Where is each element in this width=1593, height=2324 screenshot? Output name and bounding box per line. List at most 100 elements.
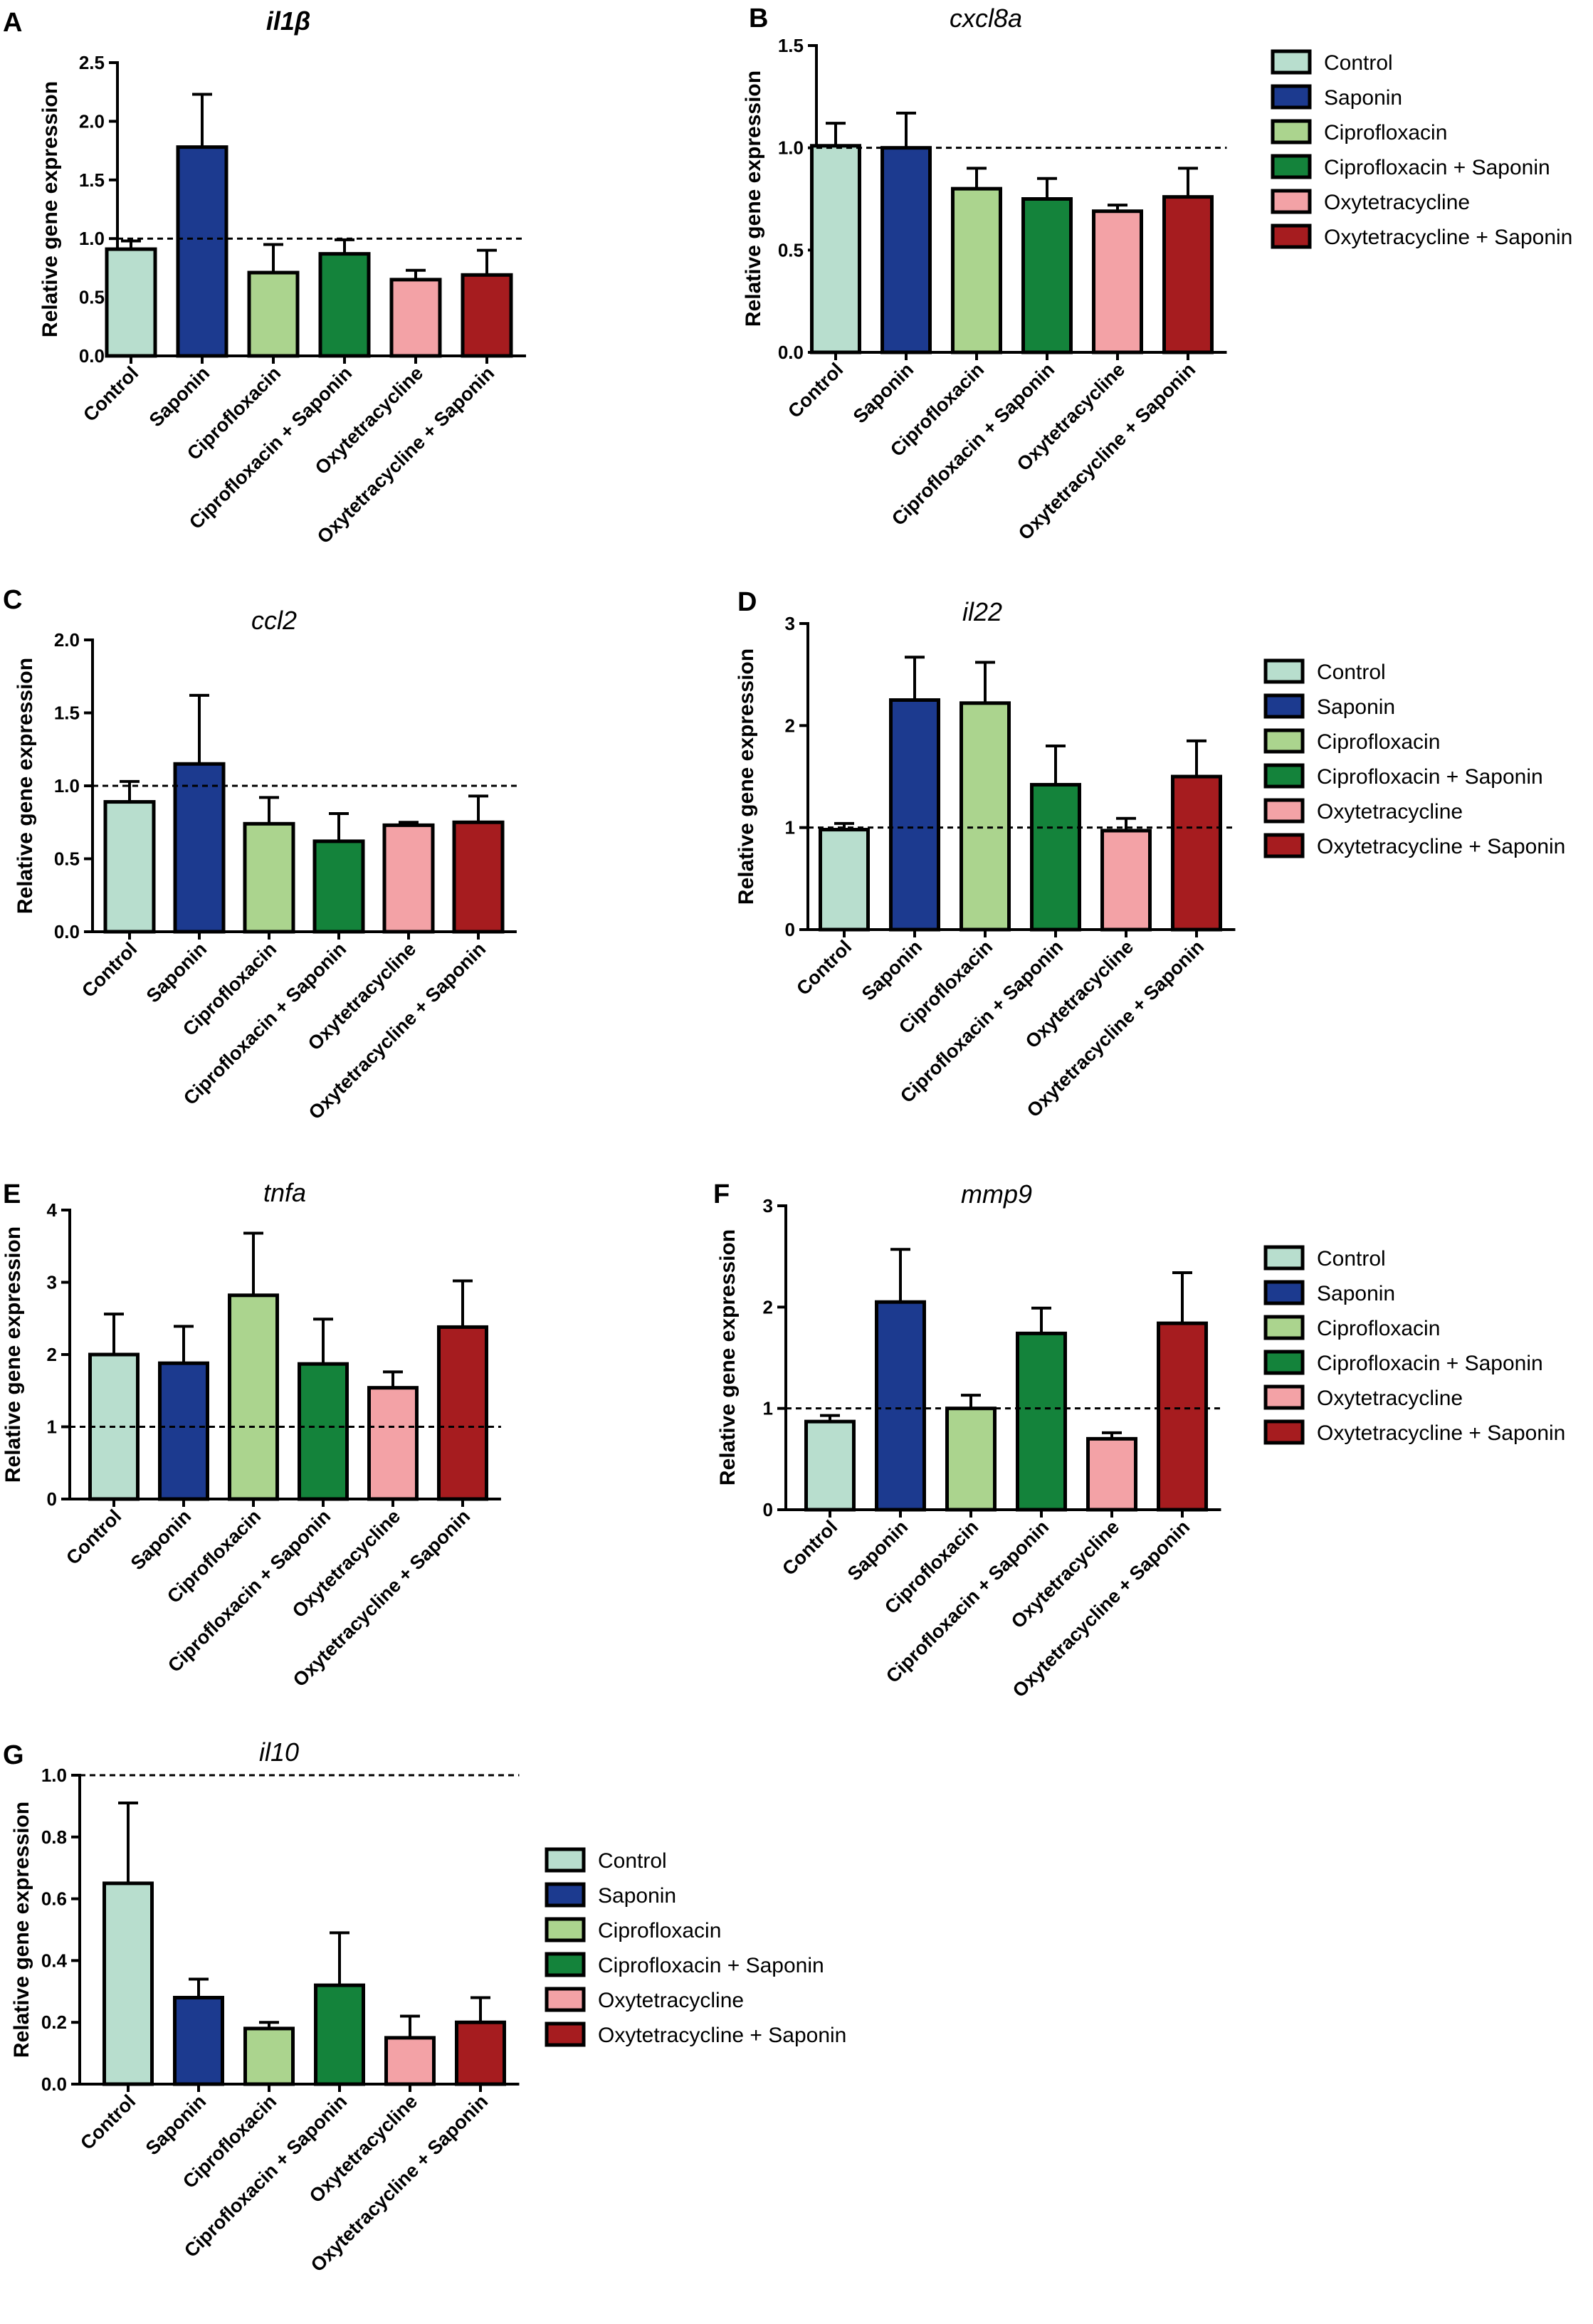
- bar-oxytetracycline: [384, 2036, 436, 2086]
- x-tick-label: Control: [778, 1516, 841, 1579]
- legend-label: Ciprofloxacin + Saponin: [1317, 1352, 1543, 1375]
- y-tick-label: 1.0: [54, 775, 80, 796]
- legend-swatch-ciprofloxacin-saponin: [1271, 154, 1312, 179]
- bar-ciprofloxacin: [960, 701, 1011, 932]
- y-axis-label: Relative gene expression: [742, 70, 765, 327]
- bar-ciprofloxacin-saponin: [298, 1362, 349, 1501]
- y-tick-label: 1: [763, 1398, 773, 1419]
- y-tick-label: 0.6: [41, 1888, 67, 1910]
- legend-label: Control: [1317, 1247, 1386, 1271]
- y-axis-label: Relative gene expression: [716, 1229, 740, 1486]
- x-tick-label: Control: [76, 2091, 140, 2154]
- y-tick-label: 0.5: [778, 239, 804, 261]
- y-tick-label: 0.8: [41, 1826, 67, 1848]
- y-tick-label: 3: [785, 613, 795, 634]
- y-tick-label: 0.0: [41, 2073, 67, 2095]
- legend-swatch-saponin: [1263, 693, 1305, 719]
- chart-title: il1β: [266, 6, 310, 36]
- y-tick-label: 1: [785, 817, 795, 838]
- panel-letter: C: [3, 585, 22, 615]
- x-tick-label: Saponin: [142, 938, 211, 1007]
- legend-swatch-control: [1263, 1245, 1305, 1271]
- x-tick-label: Saponin: [858, 936, 927, 1005]
- bar-oxytetracycline: [382, 823, 435, 934]
- bar-ciprofloxacin: [247, 270, 300, 358]
- legend-label: Oxytetracycline: [1324, 191, 1470, 214]
- legend-label: Control: [598, 1849, 667, 1873]
- panel-letter: A: [3, 8, 22, 38]
- panel-letter: F: [713, 1179, 730, 1209]
- y-tick-label: 2.0: [54, 629, 80, 651]
- legend-swatch-oxytetracycline-saponin: [1271, 224, 1312, 249]
- chart-title: mmp9: [961, 1179, 1032, 1209]
- y-tick-label: 0.0: [79, 345, 105, 367]
- legend-swatch-oxytetracycline: [1263, 1384, 1305, 1410]
- legend-swatch-oxytetracycline: [1271, 189, 1312, 214]
- y-tick-label: 1.5: [54, 703, 80, 724]
- bar-oxytetracycline-saponin: [452, 820, 505, 934]
- legend-swatch-saponin: [545, 1882, 586, 1908]
- bar-saponin: [880, 146, 932, 354]
- legend-label: Oxytetracycline: [1317, 1387, 1463, 1410]
- y-tick-label: 0: [763, 1499, 773, 1520]
- x-tick-label: Control: [62, 1505, 125, 1569]
- bar-oxytetracycline-saponin: [1157, 1321, 1208, 1512]
- x-tick-label: Control: [78, 938, 141, 1001]
- legend-swatch-ciprofloxacin: [545, 1917, 586, 1942]
- x-tick-label: Control: [784, 359, 847, 422]
- x-tick-label: Control: [79, 362, 142, 426]
- legend: Control Saponin Ciprofloxacin Ciprofloxacin…: [1263, 658, 1565, 858]
- bar-saponin: [158, 1361, 209, 1501]
- legend-label: Oxytetracycline + Saponin: [1317, 835, 1565, 858]
- legend-swatch-oxytetracycline-saponin: [1263, 1419, 1305, 1445]
- legend-swatch-oxytetracycline-saponin: [1263, 833, 1305, 858]
- legend-swatch-oxytetracycline: [545, 1987, 586, 2012]
- legend-label: Ciprofloxacin + Saponin: [1324, 156, 1550, 179]
- legend-label: Oxytetracycline + Saponin: [1324, 226, 1572, 249]
- bar-oxytetracycline-saponin: [1171, 774, 1222, 932]
- y-tick-label: 0.4: [41, 1950, 68, 1971]
- chart-title: il22: [962, 597, 1002, 626]
- y-axis-label: Relative gene expression: [735, 648, 758, 905]
- legend-swatch-ciprofloxacin: [1263, 1315, 1305, 1340]
- legend-swatch-control: [1263, 658, 1305, 684]
- y-axis-label: Relative gene expression: [1, 1226, 25, 1483]
- panel-letter: B: [749, 4, 768, 33]
- y-tick-label: 0: [785, 919, 795, 940]
- y-axis-label: Relative gene expression: [14, 658, 37, 914]
- y-tick-label: 0.0: [778, 342, 804, 363]
- bar-control: [105, 247, 157, 358]
- bar-ciprofloxacin: [228, 1293, 279, 1501]
- bar-control: [819, 828, 870, 932]
- y-tick-label: 2: [47, 1344, 57, 1365]
- legend-swatch-ciprofloxacin: [1271, 119, 1312, 144]
- legend-swatch-control: [545, 1847, 586, 1873]
- x-tick-label: Saponin: [142, 2091, 211, 2160]
- bar-oxytetracycline: [1100, 829, 1152, 932]
- y-tick-label: 0.5: [54, 848, 80, 870]
- bar-saponin: [889, 698, 940, 932]
- bar-oxytetracycline: [389, 278, 442, 358]
- y-tick-label: 1.0: [41, 1765, 67, 1786]
- y-tick-label: 1.5: [79, 169, 105, 191]
- bar-ciprofloxacin: [243, 2026, 295, 2086]
- bar-oxytetracycline: [1086, 1436, 1137, 1512]
- bar-control: [804, 1419, 856, 1512]
- bar-ciprofloxacin-saponin: [314, 1983, 365, 2086]
- y-tick-label: 0.0: [54, 921, 80, 942]
- y-tick-label: 3: [763, 1195, 773, 1216]
- bar-saponin: [176, 145, 228, 358]
- y-tick-label: 0: [47, 1488, 57, 1510]
- bar-ciprofloxacin-saponin: [312, 839, 365, 934]
- bar-saponin: [173, 762, 226, 934]
- x-tick-label: Saponin: [843, 1516, 913, 1585]
- bar-ciprofloxacin-saponin: [318, 252, 371, 358]
- legend: Control Saponin Ciprofloxacin Ciprofloxacin…: [1263, 1245, 1565, 1445]
- legend-swatch-oxytetracycline-saponin: [545, 2021, 586, 2047]
- y-tick-label: 4: [47, 1199, 58, 1221]
